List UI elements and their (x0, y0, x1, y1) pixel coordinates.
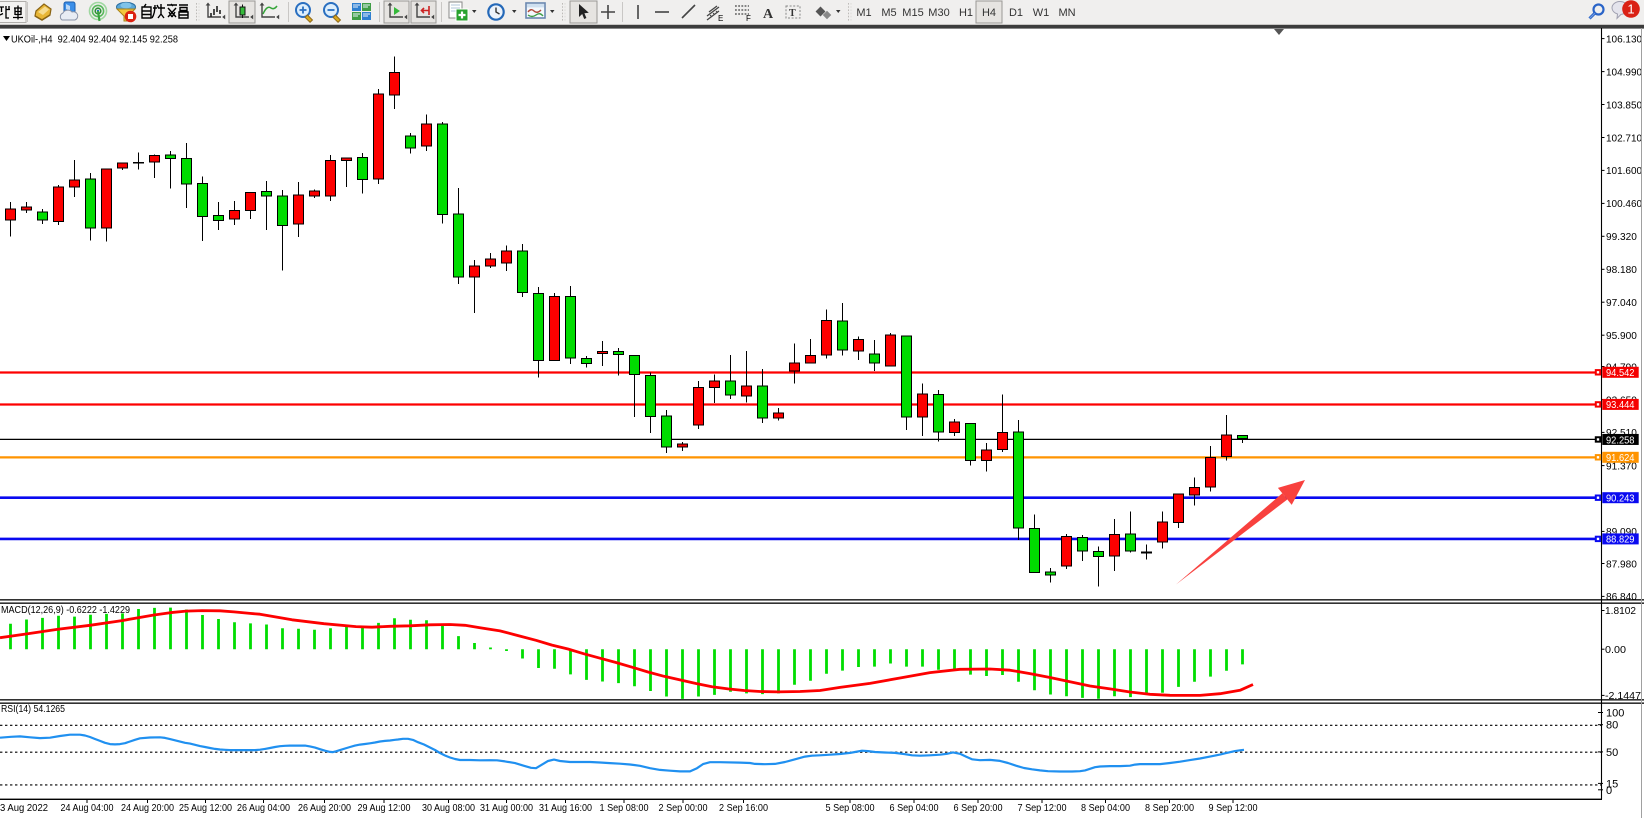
svg-text:26 Aug 20:00: 26 Aug 20:00 (298, 802, 351, 814)
svg-text:97.040: 97.040 (1606, 297, 1637, 309)
svg-text:95.900: 95.900 (1606, 330, 1637, 342)
svg-text:100.460: 100.460 (1606, 198, 1642, 210)
svg-text:92.258: 92.258 (1606, 434, 1635, 446)
svg-text:MACD(12,26,9) -0.6222 -1.4229: MACD(12,26,9) -0.6222 -1.4229 (1, 604, 130, 616)
svg-text:93.444: 93.444 (1606, 399, 1635, 411)
svg-text:26 Aug 04:00: 26 Aug 04:00 (237, 802, 290, 814)
svg-text:MN: MN (1058, 7, 1075, 19)
svg-text:15: 15 (1606, 778, 1618, 790)
svg-text:E: E (718, 14, 723, 23)
svg-text:103.850: 103.850 (1606, 99, 1642, 111)
svg-text:9 Sep 12:00: 9 Sep 12:00 (1209, 802, 1258, 814)
svg-text:H1: H1 (959, 7, 973, 19)
svg-text:M30: M30 (928, 7, 949, 19)
svg-text:1 Sep 08:00: 1 Sep 08:00 (600, 802, 649, 814)
svg-text:2 Sep 00:00: 2 Sep 00:00 (659, 802, 708, 814)
svg-text:1: 1 (1627, 2, 1634, 17)
svg-text:D1: D1 (1009, 7, 1023, 19)
svg-text:31 Aug 00:00: 31 Aug 00:00 (480, 802, 533, 814)
svg-text:88.829: 88.829 (1606, 534, 1635, 546)
svg-text:W1: W1 (1033, 7, 1050, 19)
svg-text:T: T (789, 8, 796, 19)
svg-text:106.130: 106.130 (1606, 33, 1642, 45)
svg-text:30 Aug 08:00: 30 Aug 08:00 (422, 802, 475, 814)
svg-text:24 Aug 04:00: 24 Aug 04:00 (61, 802, 114, 814)
svg-text:A: A (763, 7, 774, 22)
svg-text:31 Aug 16:00: 31 Aug 16:00 (539, 802, 592, 814)
svg-text:87.980: 87.980 (1606, 558, 1637, 570)
svg-text:91.624: 91.624 (1606, 452, 1635, 464)
svg-text:M5: M5 (881, 7, 896, 19)
svg-text:6 Sep 20:00: 6 Sep 20:00 (954, 802, 1003, 814)
svg-text:M1: M1 (856, 7, 871, 19)
svg-text:2 Sep 16:00: 2 Sep 16:00 (719, 802, 768, 814)
svg-text:8 Sep 04:00: 8 Sep 04:00 (1081, 802, 1130, 814)
svg-text:-2.1447: -2.1447 (1605, 690, 1641, 702)
svg-text:5 Sep 08:00: 5 Sep 08:00 (826, 802, 875, 814)
svg-text:0.00: 0.00 (1605, 644, 1626, 656)
svg-text:25 Aug 12:00: 25 Aug 12:00 (179, 802, 232, 814)
svg-text:94.542: 94.542 (1606, 367, 1635, 379)
svg-text:99.320: 99.320 (1606, 231, 1637, 243)
svg-text:7 Sep 12:00: 7 Sep 12:00 (1018, 802, 1067, 814)
svg-text:101.600: 101.600 (1606, 165, 1642, 177)
svg-text:F: F (746, 14, 751, 23)
svg-text:104.990: 104.990 (1606, 66, 1642, 78)
svg-text:RSI(14) 54.1265: RSI(14) 54.1265 (1, 703, 65, 715)
svg-text:8 Sep 20:00: 8 Sep 20:00 (1145, 802, 1194, 814)
svg-text:24 Aug 20:00: 24 Aug 20:00 (121, 802, 174, 814)
svg-text:102.710: 102.710 (1606, 132, 1642, 144)
svg-text:6 Sep 04:00: 6 Sep 04:00 (890, 802, 939, 814)
svg-text:50: 50 (1606, 747, 1618, 759)
svg-text:100: 100 (1606, 708, 1624, 720)
svg-text:H4: H4 (982, 7, 996, 19)
svg-text:0: 0 (1606, 785, 1612, 797)
svg-text:M15: M15 (902, 7, 923, 19)
svg-text:90.243: 90.243 (1606, 493, 1635, 505)
svg-text:3 Aug 2022: 3 Aug 2022 (0, 802, 48, 814)
svg-text:80: 80 (1606, 720, 1618, 732)
svg-text:98.180: 98.180 (1606, 264, 1637, 276)
svg-text:UKOil-,H4 92.404 92.404 92.14: UKOil-,H4 92.404 92.404 92.145 92.258 (11, 34, 178, 46)
svg-text:86.840: 86.840 (1606, 591, 1637, 603)
svg-text:91.370: 91.370 (1606, 460, 1637, 472)
svg-text:29 Aug 12:00: 29 Aug 12:00 (358, 802, 411, 814)
svg-text:1.8102: 1.8102 (1605, 605, 1636, 617)
